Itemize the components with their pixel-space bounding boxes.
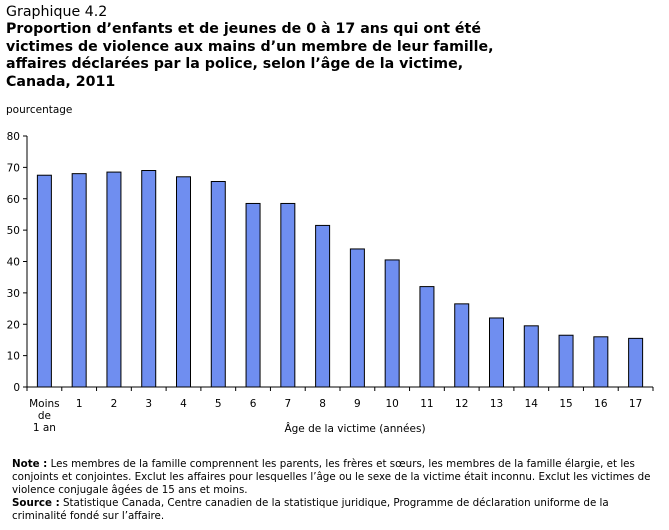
bar [628,337,644,388]
x-tick-label: 6 [250,398,257,410]
x-tick-label-line: 17 [629,398,642,410]
x-tick-label: 7 [284,398,291,410]
chart-title-block: Graphique 4.2 Proportion d’enfants et de… [6,4,661,91]
note-label: Note : [12,458,48,470]
bar [315,224,331,388]
y-tick-label: 60 [7,194,20,206]
x-tick-label: Moins de 1 an [29,398,60,434]
y-tick-label: 70 [7,162,20,174]
x-tick-label-line: 2 [111,398,118,410]
x-tick-label: 9 [354,398,361,410]
x-tick-label-line: 8 [319,398,326,410]
bar [36,174,52,388]
y-tick-label: 50 [7,225,20,237]
chart-notes: Note : Les membres de la famille compren… [12,458,662,523]
x-tick-label: 12 [455,398,468,410]
source-paragraph: Source : Statistique Canada, Centre cana… [12,497,662,523]
x-tick-label-line: 1 [76,398,83,410]
bar [454,303,470,388]
chart-subtitle-line-4: Canada, 2011 [6,73,116,90]
y-tick-label: 80 [7,131,20,143]
bar [245,202,261,388]
x-tick-label: 11 [420,398,433,410]
y-axis-label: pourcentage [6,104,73,116]
bar [384,259,400,388]
x-tick-label: 1 [76,398,83,410]
x-tick-label-line: 15 [559,398,572,410]
y-tick-label: 20 [7,319,20,331]
x-tick-label-line: 14 [525,398,539,410]
chart-subtitle-line-2: victimes de violence aux mains d’un memb… [6,38,494,55]
bar [593,336,609,388]
x-tick-label: 4 [180,398,187,410]
source-label: Source : [12,497,60,509]
x-tick-label-line: 3 [145,398,152,410]
x-tick-label: 17 [629,398,642,410]
x-tick-label-line: 11 [420,398,433,410]
chart-title: Graphique 4.2 [6,4,108,20]
x-tick-label-line: 7 [284,398,291,410]
x-tick-label-line: 5 [215,398,222,410]
x-tick-label: 10 [385,398,398,410]
y-tick-label: 0 [13,382,20,394]
x-tick-label: 2 [111,398,118,410]
y-axis-ticks: 0 10 20 30 40 50 60 70 80 [7,131,27,394]
bar [176,176,191,388]
axes [26,136,653,388]
bar [141,170,157,388]
bar [419,286,435,388]
x-axis-label: Âge de la victime (années) [284,422,425,435]
y-tick-label: 40 [7,257,20,269]
x-tick-label-line: Moins [29,398,60,410]
y-tick-label: 30 [7,288,20,300]
note-text: Les membres de la famille comprennent le… [12,458,651,496]
x-tick-label: 3 [145,398,152,410]
chart-subtitle-line-1: Proportion d’enfants et de jeunes de 0 à… [6,21,481,38]
x-tick-label: 16 [594,398,608,410]
bar [106,171,122,388]
x-tick-label-line: 16 [594,398,608,410]
bar [489,317,504,388]
bar [210,180,226,388]
x-tick-label: 5 [215,398,222,410]
x-tick-label-line: 1 an [33,422,56,434]
x-tick-label-line: 10 [385,398,398,410]
chart-subtitle-line-3: affaires déclarées par la police, selon … [6,56,464,73]
bars [36,170,644,388]
x-tick-label-line: 4 [180,398,187,410]
x-axis-ticks: Moins de 1 an1 2 3 4 5 6 7 8 9 10 11 12 13 14 15 16 17 [26,387,654,434]
bar [349,248,365,388]
source-text: Statistique Canada, Centre canadien de l… [12,497,609,522]
x-tick-label: 14 [525,398,539,410]
x-tick-label-line: 13 [490,398,503,410]
x-tick-label: 8 [319,398,326,410]
note-paragraph: Note : Les membres de la famille compren… [12,458,662,497]
y-tick-label: 10 [7,351,20,363]
bar [280,202,296,388]
x-tick-label-line: 6 [250,398,257,410]
x-tick-label: 13 [490,398,503,410]
bar [71,173,87,388]
x-tick-label-line: 9 [354,398,361,410]
bar [523,325,539,388]
x-tick-label: 15 [559,398,572,410]
bar [558,334,574,388]
x-tick-label-line: 12 [455,398,468,410]
x-tick-label-line: de [38,410,51,422]
